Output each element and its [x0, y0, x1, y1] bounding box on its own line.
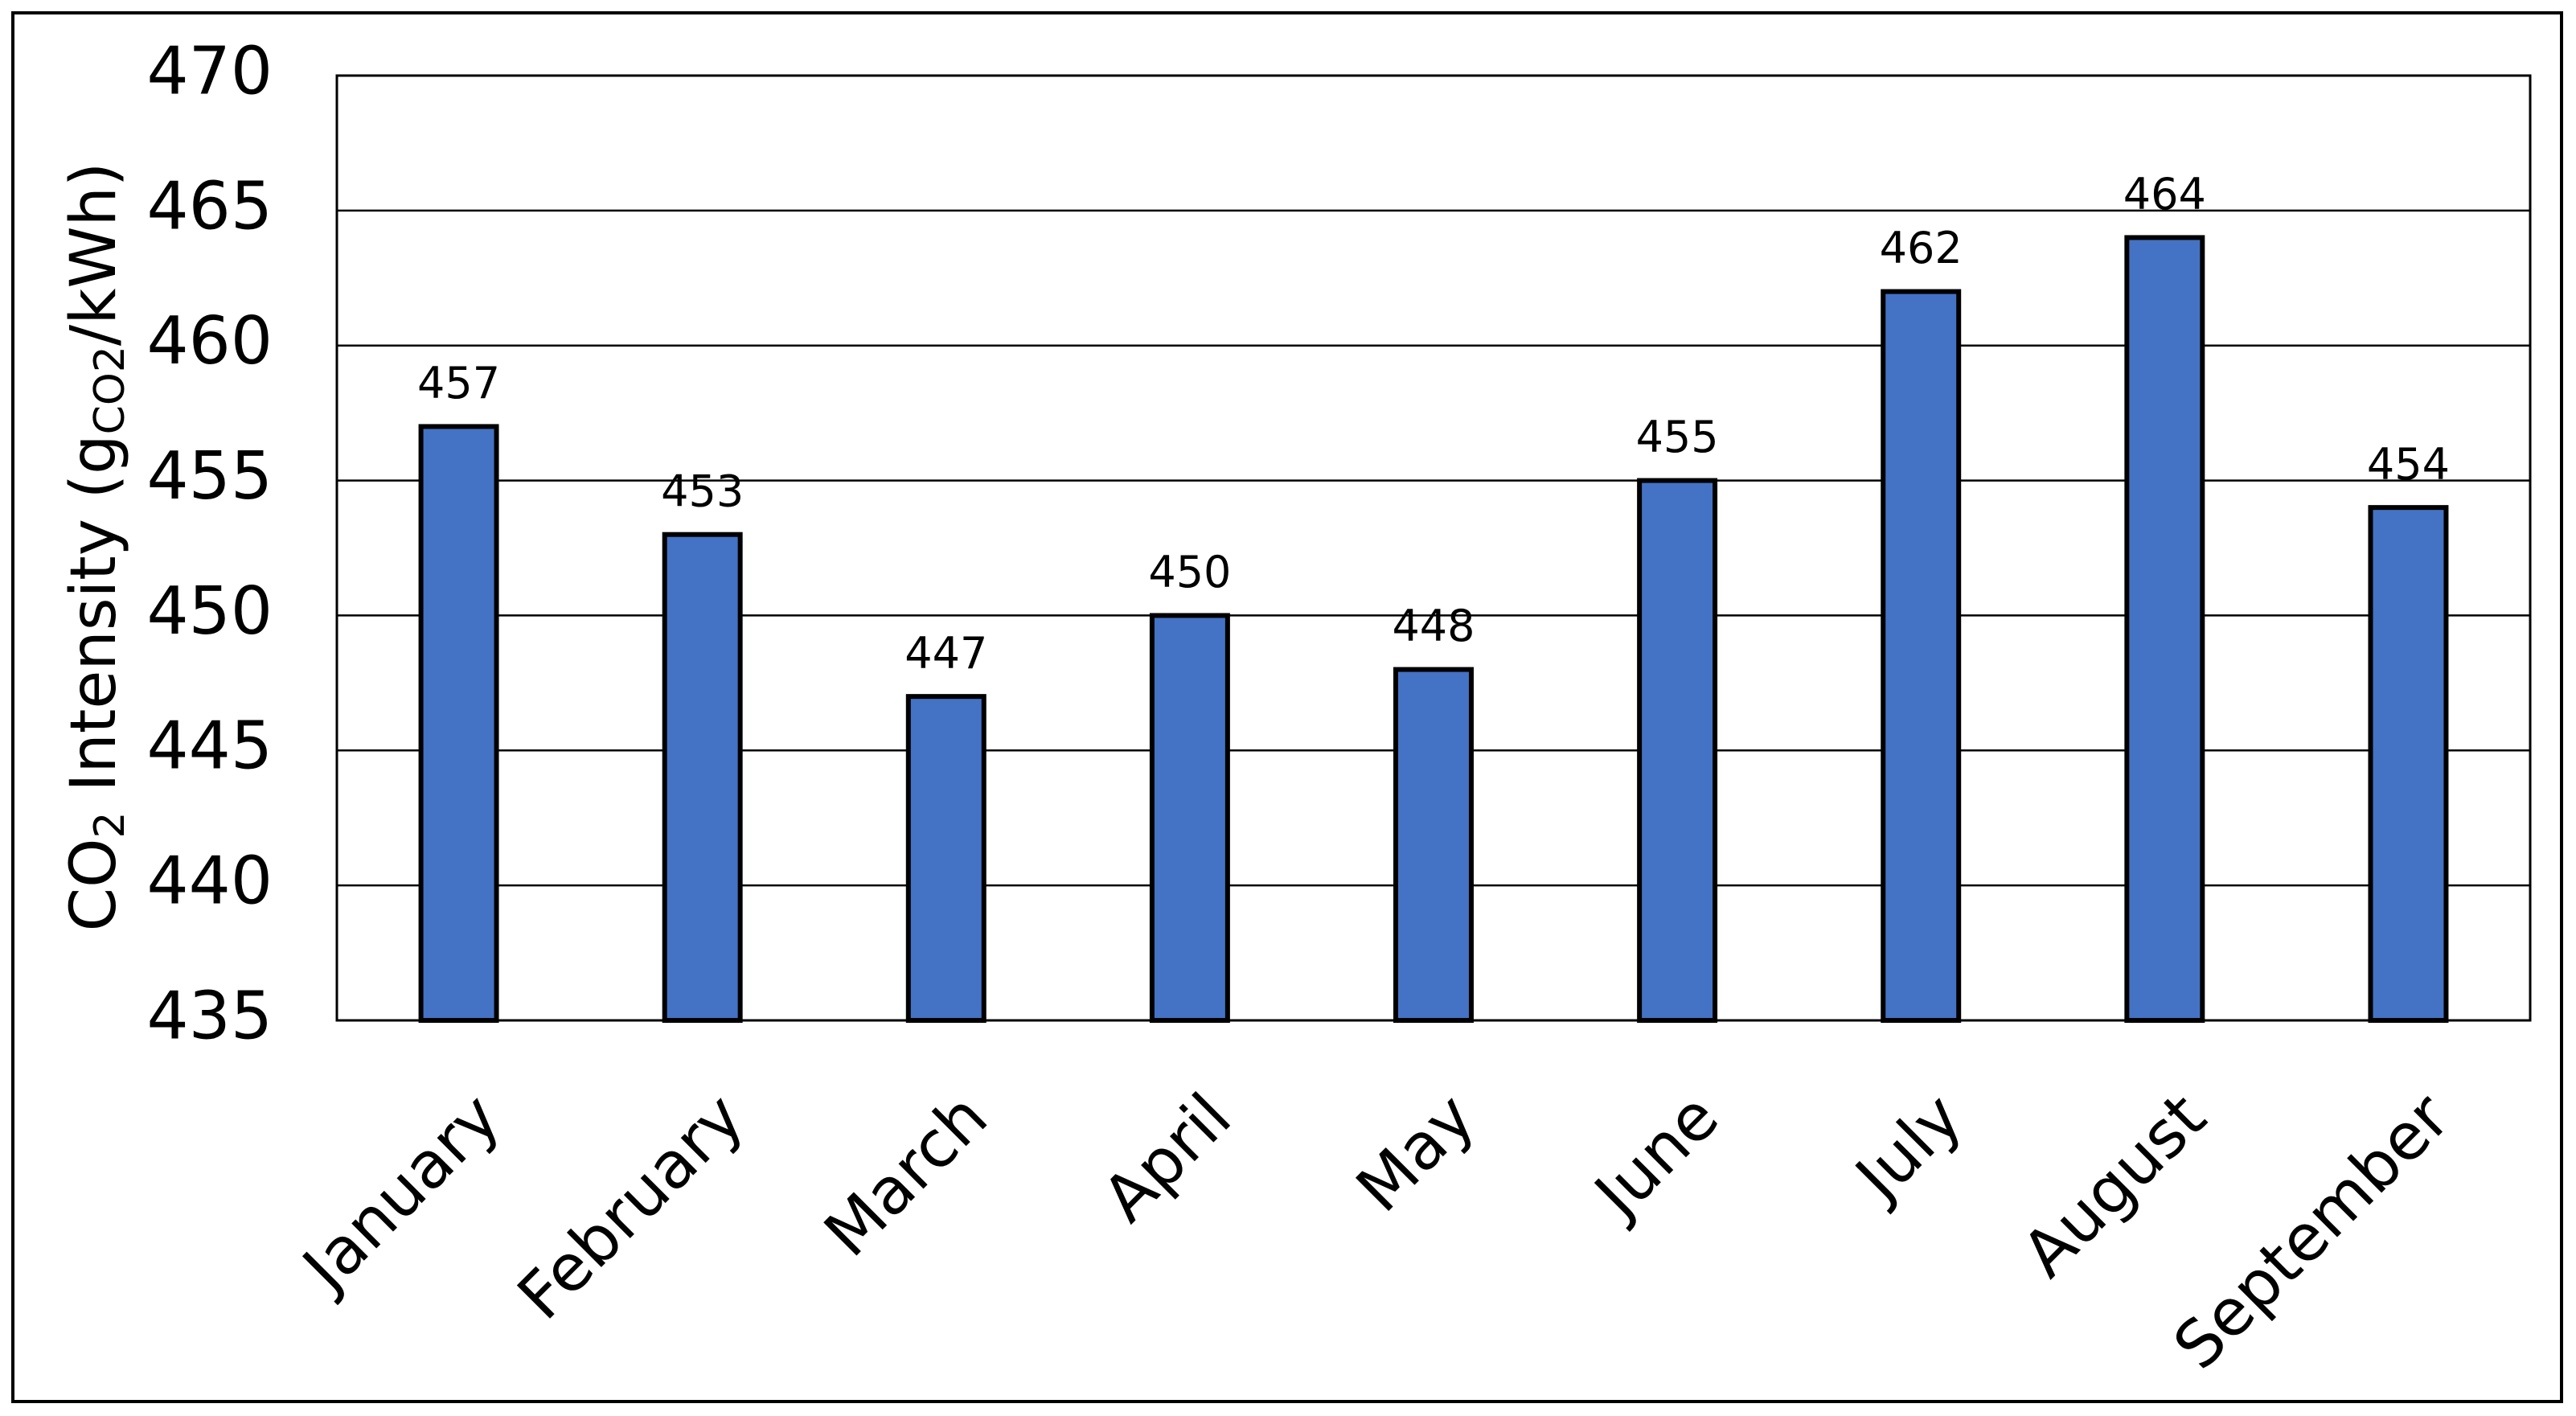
bar	[1393, 667, 1474, 1023]
y-tick-label: 455	[146, 438, 273, 515]
bar	[1637, 478, 1718, 1023]
y-tick-label: 470	[146, 33, 273, 109]
data-label: 454	[2367, 439, 2450, 490]
bar	[662, 532, 743, 1023]
data-label: 464	[2123, 169, 2206, 220]
y-tick-label: 460	[146, 303, 273, 380]
bar	[1881, 289, 1962, 1024]
bar	[905, 694, 987, 1024]
y-axis-title-part: /kWh)	[58, 162, 130, 346]
y-axis-title: CO2 Intensity (gCO2/kWh)	[58, 162, 134, 932]
data-label: 462	[1880, 223, 1963, 273]
bar	[2368, 505, 2449, 1023]
y-tick-label: 450	[146, 573, 273, 650]
data-label: 453	[661, 466, 744, 516]
y-tick-label: 465	[146, 168, 273, 244]
data-label: 450	[1148, 547, 1231, 597]
data-label: 457	[417, 358, 500, 408]
bar	[2124, 235, 2205, 1023]
y-tick-label: 440	[146, 843, 273, 920]
data-label: 448	[1392, 601, 1475, 651]
y-axis-title-part: Intensity (g	[58, 434, 130, 811]
data-label: 455	[1636, 412, 1719, 462]
data-label: 447	[904, 628, 987, 679]
y-axis-title-part: CO	[58, 839, 130, 932]
y-axis-title-subscript: 2	[86, 811, 134, 838]
bar	[1149, 613, 1230, 1024]
y-tick-label: 435	[146, 978, 273, 1054]
y-tick-label: 445	[146, 708, 273, 785]
y-axis-title-subscript: CO2	[86, 346, 134, 434]
bar	[418, 424, 499, 1023]
